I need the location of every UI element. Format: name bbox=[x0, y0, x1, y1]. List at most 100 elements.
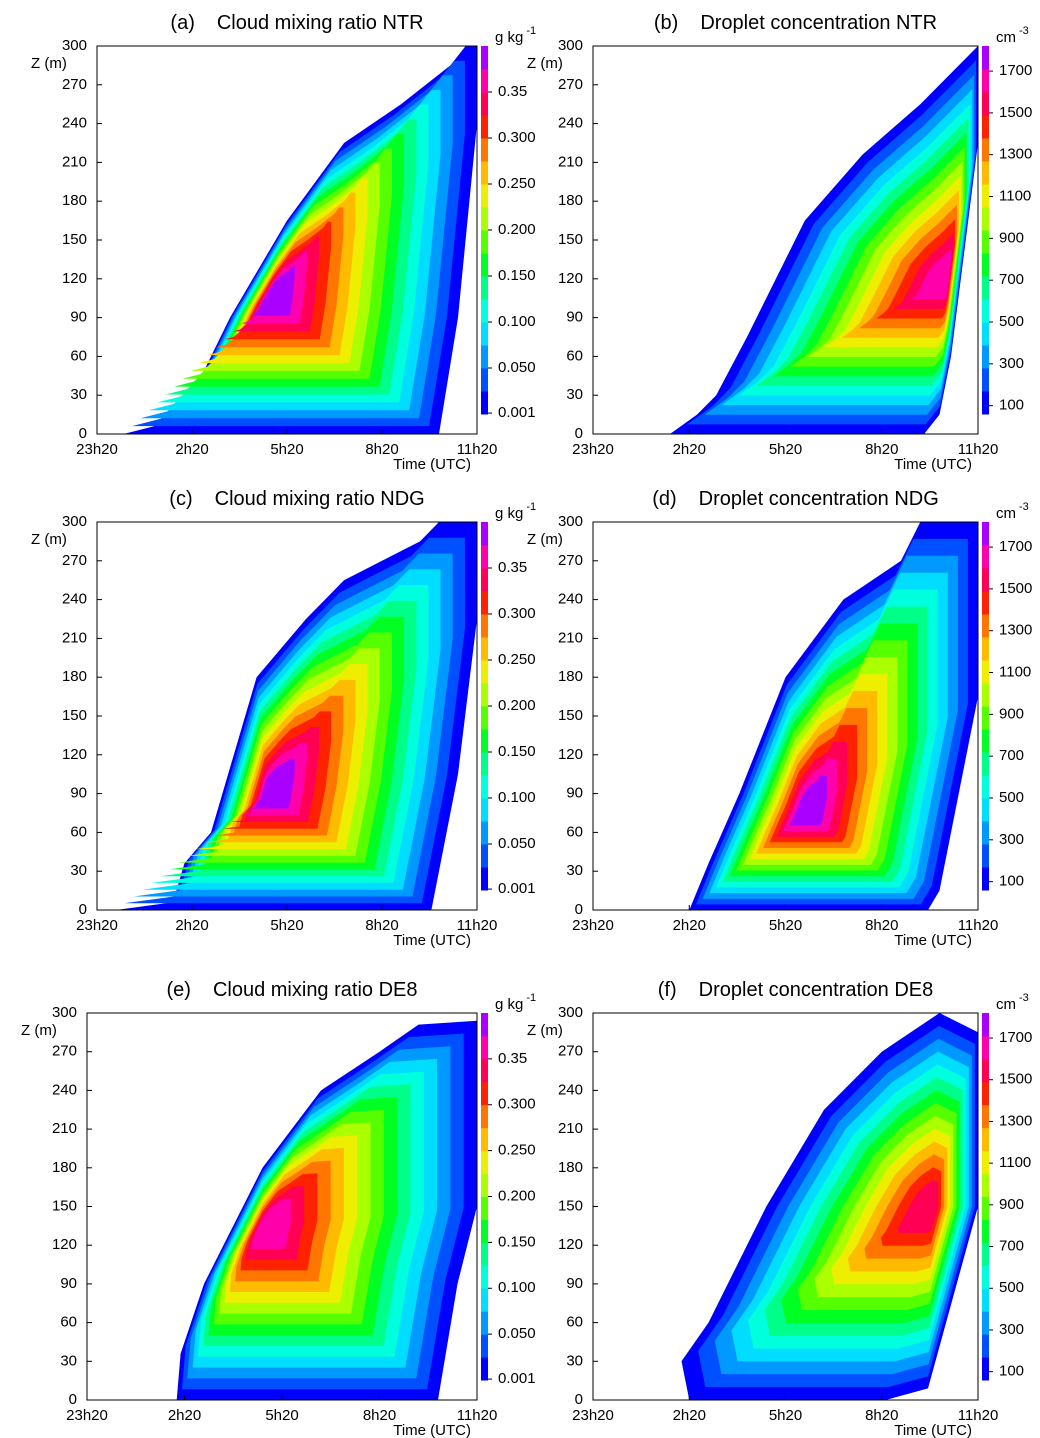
colorbar-swatch bbox=[982, 545, 989, 569]
contour-band bbox=[248, 758, 295, 809]
colorbar-swatch bbox=[982, 92, 989, 116]
x-axis-label: Time (UTC) bbox=[894, 932, 972, 949]
colorbar-swatch bbox=[982, 207, 989, 231]
y-tick-label: 300 bbox=[558, 1004, 583, 1021]
colorbar-tick-label: 0.35 bbox=[498, 559, 527, 576]
unit-text: cm bbox=[996, 29, 1016, 46]
colorbar-swatch bbox=[982, 322, 989, 346]
colorbar-swatch bbox=[481, 1013, 488, 1037]
colorbar-swatch bbox=[481, 322, 488, 346]
colorbar-tick-label: 1500 bbox=[999, 104, 1032, 121]
colorbar-swatch bbox=[982, 775, 989, 799]
chart-title: (d) Droplet concentration NDG bbox=[652, 488, 939, 510]
colorbar-swatch bbox=[982, 276, 989, 300]
y-tick-label: 90 bbox=[60, 1275, 77, 1292]
colorbar-swatch bbox=[982, 1104, 989, 1129]
colorbar-swatch bbox=[481, 1265, 488, 1289]
y-tick-label: 150 bbox=[62, 707, 87, 724]
y-tick-label: 30 bbox=[566, 1352, 583, 1369]
colorbar-tick-label: 0.200 bbox=[498, 1187, 536, 1204]
x-tick-label: 8h20 bbox=[865, 917, 898, 934]
panel-label: (c) bbox=[169, 488, 192, 510]
y-tick-label: 240 bbox=[62, 115, 87, 132]
x-tick-label: 23h20 bbox=[572, 917, 614, 934]
colorbar-unit: g kg -1 bbox=[495, 992, 536, 1013]
colorbar-tick-label: 0.150 bbox=[498, 267, 536, 284]
y-tick-label: 90 bbox=[70, 785, 87, 802]
x-tick-label: 23h20 bbox=[76, 917, 118, 934]
colorbar-swatch bbox=[982, 568, 989, 592]
colorbar-swatch bbox=[982, 1013, 989, 1037]
chart-title: (b) Droplet concentration NTR bbox=[654, 12, 937, 34]
colorbar-swatch bbox=[982, 821, 989, 845]
y-tick-label: 60 bbox=[70, 823, 87, 840]
colorbar-tick-label: 0.100 bbox=[498, 313, 536, 330]
y-tick-label: 240 bbox=[62, 591, 87, 608]
title-text: Cloud mixing ratio NDG bbox=[215, 488, 425, 510]
colorbar-swatch bbox=[481, 115, 488, 139]
colorbar-swatch bbox=[982, 1150, 989, 1175]
colorbar-swatch bbox=[481, 1081, 488, 1106]
colorbar-swatch bbox=[982, 138, 989, 162]
y-axis-label: Z (m) bbox=[21, 1022, 57, 1039]
colorbar-swatch bbox=[481, 637, 488, 661]
colorbar-tick-label: 100 bbox=[999, 1363, 1024, 1380]
colorbar-tick-label: 1500 bbox=[999, 580, 1032, 597]
colorbar-tick-label: 500 bbox=[999, 1279, 1024, 1296]
unit-exponent: -1 bbox=[526, 501, 536, 513]
colorbar-swatch bbox=[481, 138, 488, 162]
panel-label: (a) bbox=[170, 12, 194, 34]
x-tick-label: 8h20 bbox=[365, 441, 398, 458]
colorbar-swatch bbox=[982, 706, 989, 730]
panel-label: (d) bbox=[652, 488, 676, 510]
y-tick-label: 270 bbox=[62, 552, 87, 569]
colorbar-swatch bbox=[481, 345, 488, 369]
colorbar-swatch bbox=[982, 1173, 989, 1197]
colorbar-unit: cm -3 bbox=[996, 992, 1029, 1013]
colorbar-tick-label: 1100 bbox=[999, 664, 1031, 681]
y-tick-label: 150 bbox=[558, 231, 583, 248]
unit-exponent: -3 bbox=[1019, 992, 1029, 1004]
colorbar-tick-label: 0.35 bbox=[498, 83, 527, 100]
colorbar-swatch bbox=[982, 752, 989, 776]
y-tick-label: 270 bbox=[52, 1043, 77, 1060]
contour-band bbox=[251, 1198, 291, 1249]
colorbar-tick-label: 0.050 bbox=[498, 1325, 536, 1342]
colorbar-tick-label: 0.100 bbox=[498, 789, 536, 806]
unit-text: g kg bbox=[495, 29, 523, 46]
y-tick-label: 90 bbox=[566, 1275, 583, 1292]
colorbar-swatch bbox=[982, 299, 989, 323]
panel-label: (b) bbox=[654, 12, 678, 34]
colorbar-swatch bbox=[982, 729, 989, 753]
y-tick-label: 210 bbox=[62, 629, 87, 646]
colorbar-swatch bbox=[982, 1035, 989, 1060]
colorbar-tick-label: 0.001 bbox=[498, 880, 536, 897]
colorbar-tick-label: 100 bbox=[999, 397, 1024, 414]
colorbar-swatch bbox=[481, 591, 488, 615]
x-tick-label: 5h20 bbox=[265, 1407, 298, 1424]
colorbar-tick-label: 0.050 bbox=[498, 835, 536, 852]
y-tick-label: 30 bbox=[70, 862, 87, 879]
colorbar-swatch bbox=[982, 46, 989, 70]
colorbar-tick-label: 700 bbox=[999, 1238, 1024, 1255]
colorbar-swatch bbox=[481, 1127, 488, 1152]
y-tick-label: 150 bbox=[558, 1197, 583, 1214]
colorbar-tick-label: 300 bbox=[999, 831, 1024, 848]
colorbar-swatch bbox=[982, 1196, 989, 1220]
colorbar-swatch bbox=[982, 115, 989, 139]
y-tick-label: 60 bbox=[566, 823, 583, 840]
y-axis-label: Z (m) bbox=[31, 55, 67, 72]
colorbar-swatch bbox=[481, 844, 488, 868]
colorbar-swatch bbox=[481, 568, 488, 592]
y-tick-label: 240 bbox=[558, 591, 583, 608]
colorbar-swatch bbox=[982, 1311, 989, 1335]
x-tick-label: 5h20 bbox=[769, 917, 802, 934]
x-tick-label: 11h20 bbox=[958, 1407, 999, 1424]
colorbar-swatch bbox=[982, 1219, 989, 1243]
unit-text: cm bbox=[996, 505, 1016, 522]
colorbar-swatch bbox=[481, 614, 488, 638]
colorbar-unit: g kg -1 bbox=[495, 25, 536, 46]
y-tick-label: 30 bbox=[70, 386, 87, 403]
colorbar-tick-label: 500 bbox=[999, 313, 1024, 330]
colorbar-swatch bbox=[481, 798, 488, 822]
